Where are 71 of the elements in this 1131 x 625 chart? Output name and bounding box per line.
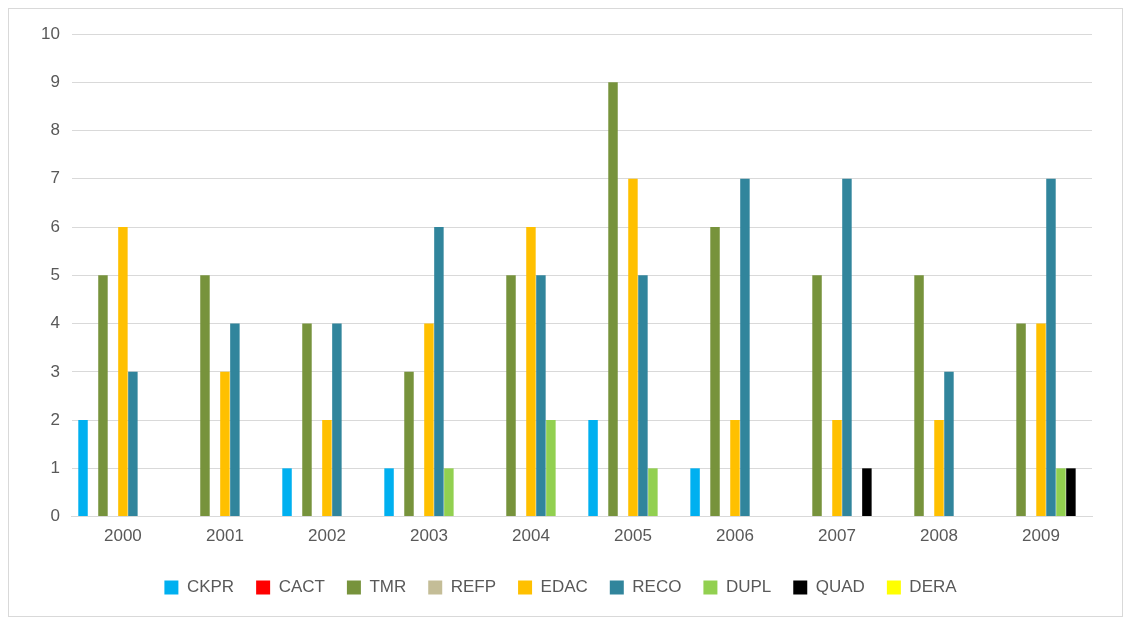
x-tick-label: 2005 <box>614 526 652 546</box>
bar <box>862 468 872 517</box>
bar <box>690 468 700 517</box>
y-tick-label: 8 <box>50 120 60 140</box>
bar <box>404 371 414 517</box>
bar <box>648 468 658 517</box>
bar <box>934 420 944 517</box>
bar <box>384 468 394 517</box>
bar <box>322 420 332 517</box>
bar <box>444 468 454 517</box>
x-tick-label: 2009 <box>1022 526 1060 546</box>
bar <box>588 420 598 517</box>
bar <box>424 323 434 517</box>
bar <box>1046 178 1056 517</box>
y-tick-label: 0 <box>50 506 60 526</box>
y-tick-label: 2 <box>50 409 60 429</box>
bar <box>506 275 516 517</box>
x-tick-label: 2002 <box>308 526 346 546</box>
bar <box>128 371 138 517</box>
bar <box>914 275 924 517</box>
bar <box>282 468 292 517</box>
bar <box>944 371 954 517</box>
bar <box>230 323 240 517</box>
legend-label: TMR <box>369 577 407 597</box>
bar <box>220 371 230 517</box>
x-tick-label: 2000 <box>104 526 142 546</box>
bar <box>1066 468 1076 517</box>
y-tick-label: 7 <box>50 168 60 188</box>
bar <box>200 275 210 517</box>
legend-label: EDAC <box>540 577 588 597</box>
y-tick-label: 1 <box>50 458 60 478</box>
y-tick-label: 3 <box>50 361 60 381</box>
x-tick-label: 2003 <box>410 526 448 546</box>
y-tick-label: 6 <box>50 216 60 236</box>
bar <box>434 227 444 517</box>
legend-label: QUAD <box>815 577 865 597</box>
bar <box>98 275 108 517</box>
legend-label: DUPL <box>725 577 772 597</box>
legend-label: REFP <box>450 577 497 597</box>
y-tick-label: 10 <box>40 23 60 43</box>
legend-label: CACT <box>278 577 325 597</box>
x-tick-label: 2007 <box>818 526 856 546</box>
y-tick-label: 4 <box>50 313 60 333</box>
bar <box>536 275 546 517</box>
bar <box>832 420 842 517</box>
bar <box>628 178 638 517</box>
x-tick-label: 2004 <box>512 526 550 546</box>
bar <box>118 227 128 517</box>
bar <box>78 420 88 517</box>
bar <box>638 275 648 517</box>
bar <box>332 323 342 517</box>
y-tick-label: 5 <box>50 264 60 284</box>
bar <box>710 227 720 517</box>
y-tick-label: 9 <box>50 71 60 91</box>
bar <box>740 178 750 517</box>
bar <box>812 275 822 517</box>
bar <box>302 323 312 517</box>
x-tick-label: 2008 <box>920 526 958 546</box>
bar <box>842 178 852 517</box>
bar <box>1016 323 1026 517</box>
x-tick-label: 2006 <box>716 526 754 546</box>
bar <box>546 420 556 517</box>
legend-label: DERA <box>909 577 958 597</box>
legend-label: RECO <box>632 577 682 597</box>
legend-label: CKPR <box>186 577 235 597</box>
bar <box>526 227 536 517</box>
x-tick-label: 2001 <box>206 526 244 546</box>
bar <box>1056 468 1066 517</box>
bar <box>730 420 740 517</box>
bar <box>1036 323 1046 517</box>
bar <box>608 82 618 517</box>
